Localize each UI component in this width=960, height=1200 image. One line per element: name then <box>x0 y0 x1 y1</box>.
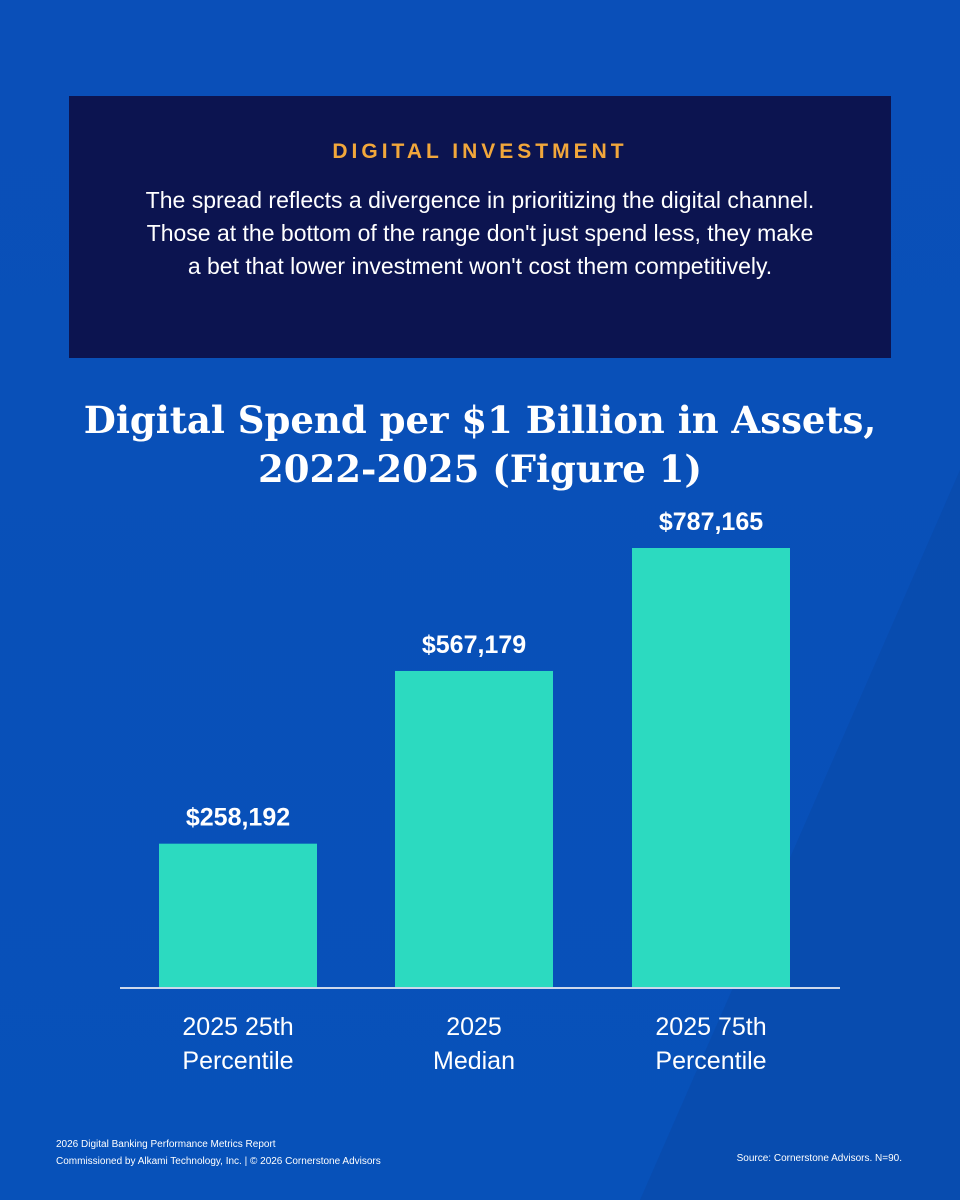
footer-credits: 2026 Digital Banking Performance Metrics… <box>56 1136 381 1170</box>
footer-source: Source: Cornerstone Advisors. N=90. <box>736 1153 902 1164</box>
bar-1 <box>159 843 317 988</box>
bar-value-label-2: $567,179 <box>422 631 526 659</box>
category-label-1-line-2: Percentile <box>182 1047 293 1075</box>
category-label-2-line-2: Median <box>433 1047 515 1075</box>
bar-chart: $258,192 2025 25th Percentile $567,179 2025 M… <box>120 508 840 1075</box>
footer-report-title: 2026 Digital Banking Performance Metrics… <box>56 1139 276 1150</box>
footer-commission: Commissioned by Alkami Technology, Inc. … <box>56 1156 381 1167</box>
chart-title: Digital Spend per $1 Billion in Assets, … <box>83 398 877 491</box>
bar-value-label-1: $258,192 <box>186 804 290 832</box>
callout-box: DIGITAL INVESTMENT The spread reflects a… <box>69 96 891 358</box>
category-label-3-line-1: 2025 75th <box>655 1013 766 1041</box>
category-label-1-line-1: 2025 25th <box>182 1013 293 1041</box>
bar-2 <box>395 670 553 988</box>
category-label-2-line-1: 2025 <box>446 1013 502 1041</box>
callout-label: DIGITAL INVESTMENT <box>332 140 628 163</box>
bar-value-label-3: $787,165 <box>659 508 763 536</box>
bar-3 <box>632 548 790 988</box>
category-label-3-line-2: Percentile <box>655 1047 766 1075</box>
callout-body: The spread reflects a divergence in prio… <box>145 187 815 279</box>
